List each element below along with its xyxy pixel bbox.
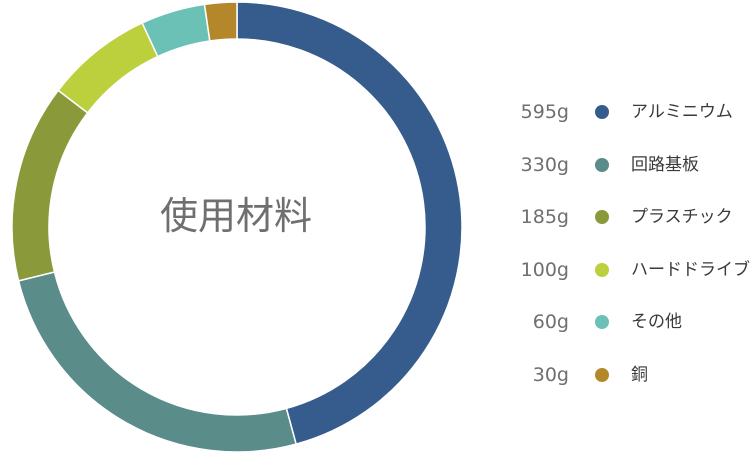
legend-value: 595g [520,101,569,123]
legend-label: ハードドライブ [631,259,750,280]
legend-value: 185g [520,206,569,229]
legend-value: 330g [520,153,569,176]
legend-item: 595g アルミニウム [500,98,750,126]
legend-value: 100g [520,258,569,281]
donut-slice-6 [203,1,238,42]
donut-slice-3 [11,89,89,282]
donut-chart [11,1,463,453]
legend-label: 回路基板 [631,154,699,175]
legend-swatch [595,368,609,382]
legend-swatch [595,315,609,330]
legend-swatch [595,262,609,277]
donut-center-label: 使用材料 [159,194,312,238]
legend-item: 30g 銅 [500,361,750,389]
legend-item: 100g ハードドライブ [500,256,750,284]
legend-swatch [595,105,609,119]
legend-label: プラスチック [631,207,733,228]
legend-label: 銅 [631,365,648,385]
legend-item: 185g プラスチック [500,203,750,231]
legend-item: 60g その他 [500,308,750,336]
legend-value: 60g [532,311,569,334]
legend-swatch [595,157,609,172]
legend-swatch [595,210,609,225]
legend-label: アルミニウム [631,102,733,122]
legend-item: 330g 回路基板 [500,151,750,179]
donut-slice-2 [17,271,298,453]
donut-slice-4 [57,21,159,114]
legend-value: 30g [532,364,569,386]
legend-label: その他 [631,312,682,333]
